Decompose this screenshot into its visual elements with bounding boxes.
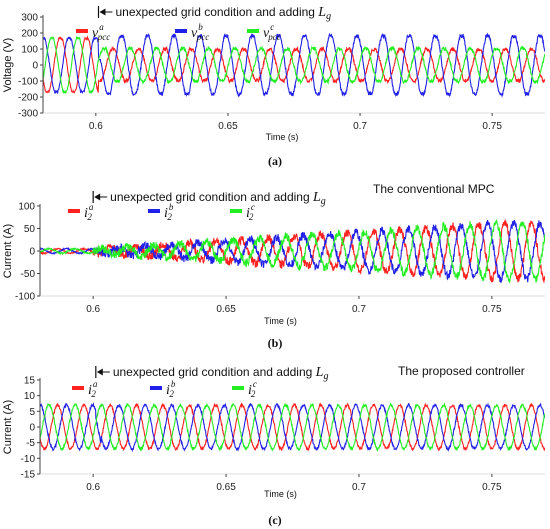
x-tick-label: 0.75 — [482, 482, 502, 493]
x-tick-label: 0.7 — [352, 482, 366, 493]
x-tick-label: 0.7 — [353, 121, 367, 132]
event-arrow-head — [94, 193, 101, 201]
series-line-a — [40, 402, 545, 452]
y-tick-label: -100 — [18, 77, 38, 88]
y-tick-label: 300 — [21, 13, 38, 24]
legend-label-a: ia 2 — [84, 202, 94, 222]
y-tick-label: -5 — [26, 438, 35, 449]
x-axis-label: Time (s) — [264, 489, 297, 499]
y-axis-label: Voltage (V) — [2, 38, 14, 92]
y-tick-label: -200 — [18, 93, 38, 104]
legend-swatch-c — [247, 29, 259, 33]
x-tick-label: 0.6 — [86, 304, 100, 315]
panel-caption: (c) — [268, 513, 281, 527]
x-axis-label: Time (s) — [266, 132, 299, 142]
y-tick-label: 10 — [24, 391, 36, 402]
legend-label-b: vb pcc — [191, 22, 209, 42]
x-tick-label: 0.65 — [216, 304, 236, 315]
y-tick-label: -15 — [21, 470, 36, 481]
y-tick-label: 5 — [29, 407, 35, 418]
series-line-c — [40, 402, 545, 452]
x-tick-label: 0.75 — [482, 304, 502, 315]
panel-caption: (a) — [268, 154, 282, 168]
y-axis-label: Current (A) — [2, 400, 14, 454]
chart-title: The conventional MPC — [373, 182, 495, 196]
y-tick-label: -10 — [21, 454, 36, 465]
legend-swatch-c — [232, 386, 244, 390]
y-tick-label: 0 — [29, 423, 35, 434]
legend-swatch-a — [76, 29, 88, 33]
y-tick-label: -100 — [15, 292, 35, 303]
legend-label-a: va pcc — [92, 22, 110, 42]
event-annotation: unexpected grid condition and adding Lg — [115, 5, 331, 22]
event-annotation: unexpected grid condition and adding Lg — [113, 365, 329, 382]
y-tick-label: 0 — [29, 247, 35, 258]
y-tick-label: -300 — [18, 109, 38, 120]
legend-label-c: ic 2 — [246, 202, 255, 222]
y-axis-label: Current (A) — [2, 224, 14, 278]
event-annotation: unexpected grid condition and adding Lg — [110, 190, 326, 207]
legend-swatch-a — [68, 209, 80, 213]
x-tick-label: 0.75 — [482, 121, 502, 132]
legend-label-c: vc pcc — [263, 22, 281, 42]
legend-swatch-b — [150, 386, 162, 390]
legend-swatch-b — [148, 209, 160, 213]
series-line-a — [43, 35, 545, 94]
legend-swatch-c — [230, 209, 242, 213]
legend-swatch-a — [72, 386, 84, 390]
y-tick-label: 200 — [21, 29, 38, 40]
event-arrow-head — [99, 8, 106, 16]
event-arrow-head — [96, 368, 103, 376]
y-tick-label: 0 — [32, 61, 38, 72]
y-tick-label: -50 — [21, 269, 36, 280]
y-tick-label: 50 — [24, 224, 36, 235]
chart-panel-1: -300 -200 -100 0 100 200 300 0.6 0.65 0.7 0.75 Volt… — [2, 5, 545, 168]
series-line-b — [40, 402, 545, 453]
chart-panel-2: -100 -50 0 50 100 0.6 0.65 0.7 0.75 Current (A) Ti… — [2, 182, 545, 350]
legend-label-c: ic 2 — [248, 379, 257, 399]
legend-label-b: ib 2 — [166, 379, 176, 399]
panel-caption: (b) — [268, 336, 283, 350]
x-tick-label: 0.6 — [86, 482, 100, 493]
chart-title: The proposed controller — [398, 364, 525, 378]
y-tick-label: 100 — [18, 202, 35, 213]
legend-label-b: ib 2 — [164, 202, 174, 222]
x-axis-label: Time (s) — [264, 316, 297, 326]
x-tick-label: 0.65 — [218, 121, 238, 132]
x-tick-label: 0.7 — [352, 304, 366, 315]
series-line-c — [40, 218, 545, 284]
legend-label-a: ia 2 — [88, 379, 98, 399]
chart-panel-3: -15 -10 -5 0 5 10 15 0.6 0.65 0.7 0.75 Current (A) T… — [2, 364, 545, 527]
x-tick-label: 0.6 — [89, 121, 103, 132]
legend-swatch-b — [175, 29, 187, 33]
x-tick-label: 0.65 — [216, 482, 236, 493]
y-tick-label: 15 — [24, 376, 36, 387]
series-line-c — [43, 35, 545, 95]
y-tick-label: 100 — [21, 45, 38, 56]
